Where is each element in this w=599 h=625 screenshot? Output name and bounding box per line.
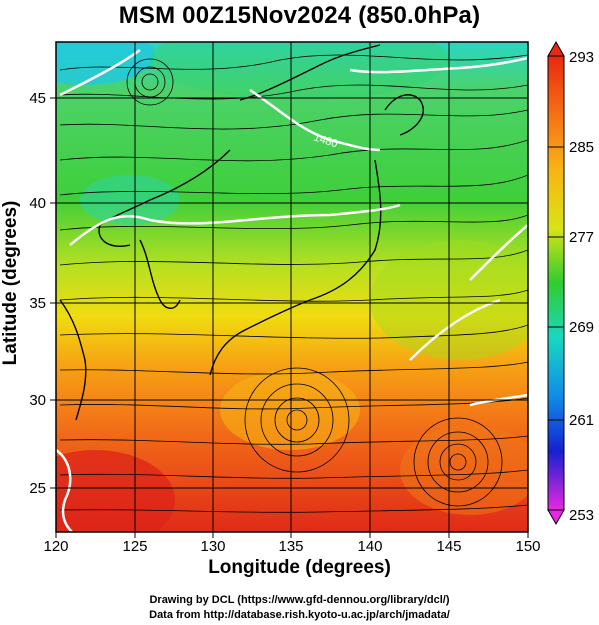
colorbar: 293 285 277 269 261 253	[547, 40, 594, 526]
x-tick-label: 125	[122, 538, 147, 555]
x-tick-label: 150	[515, 538, 540, 555]
colorbar-max-arrow	[547, 40, 565, 57]
colorbar-label: 293	[569, 49, 594, 66]
map-frame	[55, 41, 529, 533]
credit-data: Data from http://database.rish.kyoto-u.a…	[149, 609, 450, 621]
geopotential-contours	[56, 48, 528, 532]
x-axis-label: Longitude (degrees)	[208, 557, 391, 578]
colorbar-label: 253	[569, 507, 594, 524]
y-tick-label: 35	[29, 295, 46, 312]
x-tick-label: 145	[436, 538, 461, 555]
map-title: MSM 00Z15Nov2024 (850.0hPa)	[118, 2, 481, 29]
x-tick-label: 120	[43, 538, 68, 555]
x-tick-label: 140	[357, 538, 382, 555]
colorbar-label: 277	[569, 229, 594, 246]
colorbar-label: 285	[569, 139, 594, 156]
axis-tick-marks	[50, 97, 529, 538]
y-tick-label: 45	[29, 90, 46, 107]
grid-lines	[56, 42, 528, 532]
x-tick-label: 130	[200, 538, 225, 555]
y-tick-label: 30	[29, 392, 46, 409]
colorbar-min-arrow	[547, 509, 565, 526]
y-tick-label: 40	[29, 195, 46, 212]
y-tick-label: 25	[29, 480, 46, 497]
x-tick-label: 135	[278, 538, 303, 555]
colorbar-label: 269	[569, 319, 594, 336]
credit-drawing: Drawing by DCL (https://www.gfd-dennou.o…	[149, 594, 450, 606]
colorbar-scale	[547, 55, 565, 511]
colorbar-label: 261	[569, 412, 594, 429]
streamlines	[59, 54, 528, 513]
